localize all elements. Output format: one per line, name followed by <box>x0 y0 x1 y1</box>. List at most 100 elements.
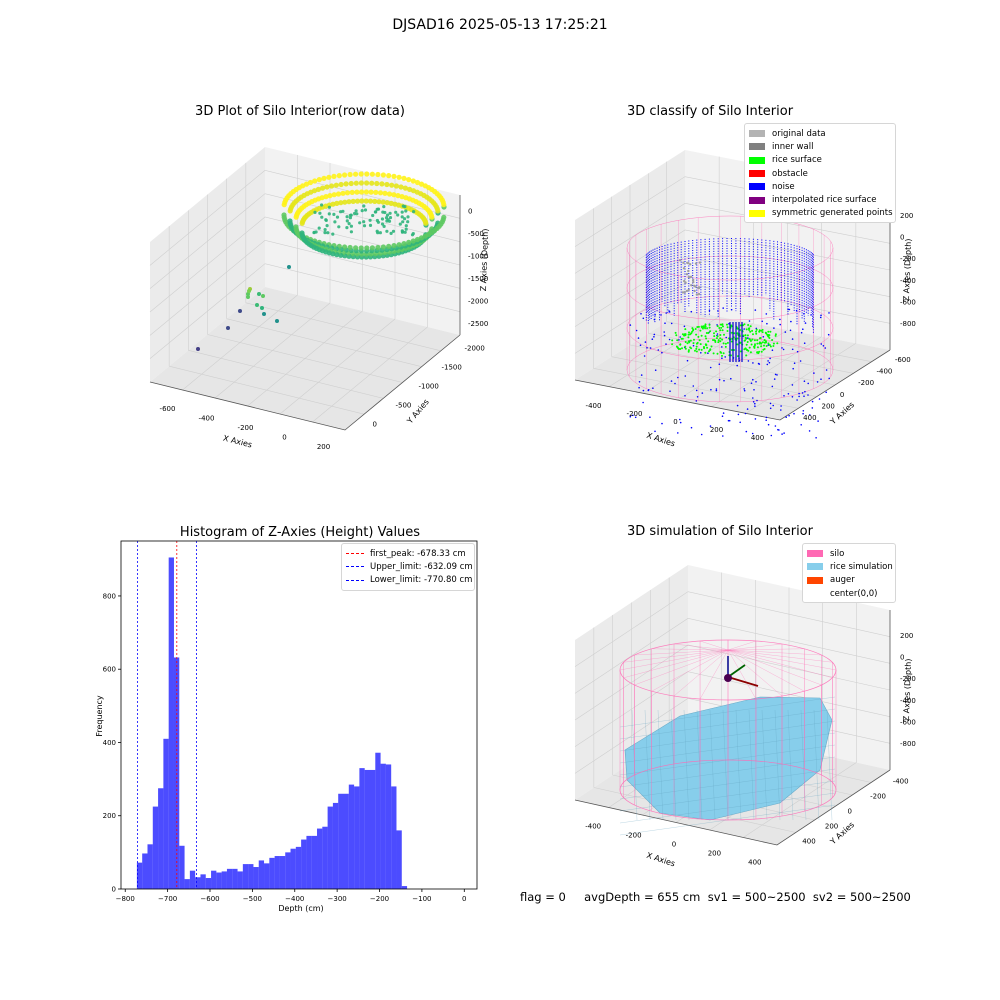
noise-point <box>803 380 806 383</box>
rice-surface-point <box>707 332 710 334</box>
data-point <box>342 199 348 205</box>
legend-item: Lower_limit: -770.80 cm <box>346 574 472 587</box>
legend-label: obstacle <box>772 168 808 179</box>
simulation-3d-axes[interactable]: -400 -200 0 200 400 400 200 0 -200 -400 200 0 -200 -4… <box>560 520 920 880</box>
noise-point <box>800 331 803 334</box>
z-tick-label: 0 <box>900 654 904 662</box>
histogram-bar <box>168 557 174 889</box>
rice-mesh-line <box>619 708 836 740</box>
rice-surface-point <box>721 323 724 326</box>
histogram-bar <box>269 857 275 889</box>
rice-surface-point <box>763 339 766 341</box>
grid-line <box>574 203 891 274</box>
noise-point <box>745 430 748 433</box>
noise-point <box>751 432 754 435</box>
noise-point <box>757 362 760 365</box>
data-point <box>399 194 405 200</box>
rice-surface-point <box>751 329 754 332</box>
noise-point <box>803 342 806 344</box>
noise-point <box>828 312 830 314</box>
histogram-chart[interactable]: Histogram of Z-Axies (Height) Values −80… <box>90 520 490 920</box>
y-tick-label: 800 <box>103 592 116 600</box>
silo-roof-strut <box>727 649 822 686</box>
histogram-bar <box>369 769 376 889</box>
data-point <box>333 182 339 188</box>
noise-point <box>783 395 785 397</box>
data-point <box>398 184 404 190</box>
rice-surface-point <box>700 348 703 351</box>
rice-surface-point <box>767 342 770 345</box>
data-point <box>394 210 398 214</box>
noise-point <box>772 404 774 407</box>
x-tick-label: 200 <box>317 443 330 451</box>
noise-point <box>679 418 681 421</box>
data-point <box>376 199 382 205</box>
grid-line <box>593 368 799 409</box>
noise-point <box>828 377 830 380</box>
noise-point <box>640 374 643 376</box>
rice-surface-point <box>744 339 747 342</box>
noise-point <box>800 424 802 426</box>
data-point <box>423 220 429 226</box>
data-point <box>369 171 375 177</box>
data-point <box>412 210 416 214</box>
data-point <box>358 171 364 177</box>
rice-surface-point <box>706 346 709 349</box>
legend-item: center(0,0) <box>807 587 890 600</box>
noise-point <box>798 395 800 398</box>
data-point <box>313 210 317 214</box>
footer-status: flag = 0 avgDepth = 655 cm sv1 = 500~250… <box>520 890 911 904</box>
wall-point <box>681 291 685 294</box>
rice-surface-point <box>760 350 763 353</box>
data-point <box>358 180 364 186</box>
rice-surface-point <box>757 352 760 355</box>
rice-surface-point <box>760 329 763 332</box>
rice-surface-point <box>681 333 684 336</box>
y-tick-label: 400 <box>802 838 815 846</box>
rice-surface-point <box>724 345 727 348</box>
histogram-bar <box>147 844 153 889</box>
data-point <box>320 185 326 191</box>
silo-roof-strut <box>727 649 805 692</box>
noise-point <box>774 373 777 376</box>
legend-item: rice surface <box>749 154 890 167</box>
data-point <box>382 224 386 228</box>
data-point <box>381 210 385 214</box>
data-point <box>238 309 242 313</box>
noise-point <box>695 400 698 402</box>
noise-point <box>696 396 699 398</box>
noise-point <box>747 337 749 339</box>
data-point <box>375 171 381 178</box>
legend-swatch <box>749 183 765 191</box>
rice-surface-point <box>681 347 683 350</box>
raw-3d-axes[interactable]: -600-400-20002000-500-1000-1500-20000-50… <box>130 100 490 460</box>
silo-roof-strut <box>727 649 833 678</box>
grid-line <box>574 618 891 694</box>
noise-point <box>767 344 770 346</box>
histogram-bar <box>248 864 254 889</box>
y-tick-label: -1500 <box>442 364 462 372</box>
histogram-bar <box>290 848 296 889</box>
rice-surface-point <box>695 350 698 353</box>
silo-roof-strut <box>727 643 783 651</box>
data-point <box>384 181 390 188</box>
x-tick-label: -400 <box>199 414 215 422</box>
x-tick-label: -400 <box>585 823 601 831</box>
noise-point <box>661 422 663 425</box>
data-point <box>359 189 365 195</box>
rice-surface-point <box>739 324 742 327</box>
wall-point <box>687 269 690 273</box>
noise-point <box>819 316 822 319</box>
noise-point <box>824 347 827 349</box>
rice-mesh-line <box>670 709 677 821</box>
y-tick-label: -1000 <box>419 383 439 391</box>
rice-surface-point <box>745 354 748 357</box>
noise-point <box>717 310 719 312</box>
rice-surface-point <box>753 339 756 342</box>
data-point <box>354 209 358 213</box>
noise-point <box>677 376 679 379</box>
rice-surface-point <box>671 343 674 346</box>
noise-point <box>771 385 774 388</box>
noise-point <box>803 313 805 315</box>
data-point <box>371 213 375 218</box>
